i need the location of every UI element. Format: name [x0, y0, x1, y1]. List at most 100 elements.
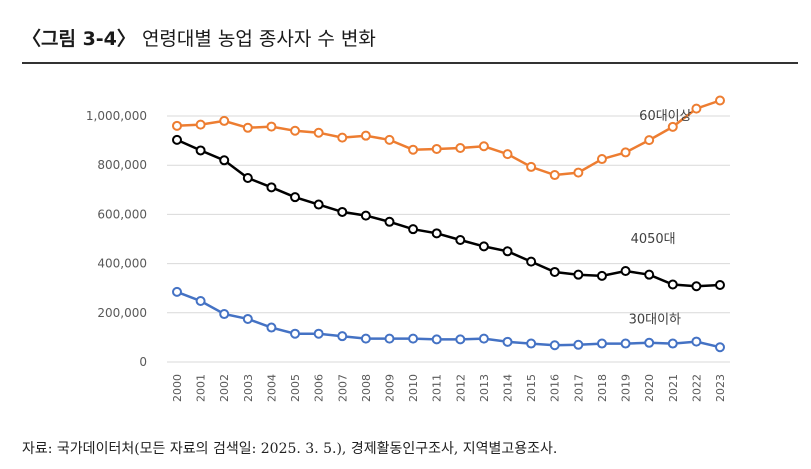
x-tick-label: 2019 — [620, 374, 633, 402]
figure-title-text: 연령대별 농업 종사자 수 변화 — [141, 28, 376, 50]
x-tick-label: 2023 — [714, 374, 727, 402]
data-point — [313, 127, 324, 138]
data-point — [691, 336, 702, 347]
data-point — [478, 141, 489, 152]
data-point — [384, 216, 395, 227]
series-lines — [172, 95, 725, 353]
data-point — [219, 115, 230, 126]
data-point — [596, 154, 607, 165]
data-point — [715, 280, 725, 291]
data-point — [172, 286, 182, 297]
y-tick-label: 600,000 — [97, 207, 147, 221]
data-point — [644, 269, 655, 280]
data-point — [360, 210, 371, 221]
data-point — [644, 337, 655, 348]
x-tick-label: 2021 — [667, 374, 680, 402]
series-label: 60대이상 — [639, 109, 691, 124]
data-point — [526, 256, 537, 267]
figure-number: 〈그림 3-4〉 — [22, 28, 136, 50]
data-point — [266, 182, 277, 193]
data-point — [219, 309, 230, 320]
data-point — [384, 333, 395, 344]
data-point — [596, 270, 607, 281]
data-point — [478, 333, 489, 344]
y-tick-label: 400,000 — [97, 257, 147, 271]
data-point — [408, 224, 419, 235]
x-tick-label: 2018 — [596, 374, 609, 402]
data-point — [715, 95, 725, 106]
x-tick-label: 2020 — [643, 374, 656, 402]
data-point — [384, 134, 395, 145]
data-point — [573, 167, 584, 178]
data-point — [360, 130, 371, 141]
data-point — [455, 142, 466, 153]
data-point — [502, 336, 513, 347]
data-point — [337, 132, 348, 143]
title-divider — [22, 62, 798, 64]
data-point — [596, 338, 607, 349]
data-point — [644, 135, 655, 146]
data-point — [573, 339, 584, 350]
x-tick-label: 2010 — [407, 374, 420, 402]
data-point — [266, 121, 277, 132]
x-tick-label: 2015 — [525, 374, 538, 402]
x-tick-label: 2009 — [383, 374, 396, 402]
data-point — [219, 155, 230, 166]
data-point — [290, 328, 301, 339]
data-point — [549, 170, 560, 181]
figure-title: 〈그림 3-4〉 연령대별 농업 종사자 수 변화 — [22, 24, 376, 51]
data-point — [431, 334, 442, 345]
x-tick-label: 2007 — [336, 374, 349, 402]
data-point — [408, 333, 419, 344]
data-point — [502, 149, 513, 160]
data-point — [266, 322, 277, 333]
data-point — [431, 143, 442, 154]
data-point — [455, 334, 466, 345]
data-point — [667, 279, 678, 290]
x-tick-label: 2016 — [549, 374, 562, 402]
x-tick-label: 2002 — [218, 374, 231, 402]
data-point — [195, 145, 206, 156]
x-tick-label: 2005 — [289, 374, 302, 402]
data-point — [337, 206, 348, 217]
data-point — [431, 228, 442, 239]
x-tick-label: 2003 — [242, 374, 255, 402]
series-label: 4050대 — [631, 232, 676, 247]
data-point — [526, 161, 537, 172]
data-point — [172, 120, 182, 131]
data-point — [455, 234, 466, 245]
series-line — [176, 138, 721, 288]
data-point — [549, 266, 560, 277]
data-point — [172, 134, 182, 145]
data-point — [290, 192, 301, 203]
series-labels: 60대이상 4050대 30대이하 — [629, 109, 692, 327]
series-label: 30대이하 — [629, 313, 681, 328]
x-tick-label: 2011 — [431, 374, 444, 402]
line-chart: 0 200,000 400,000 600,000 800,000 1,000,000 2… — [86, 95, 730, 402]
chart-area: 0 200,000 400,000 600,000 800,000 1,000,000 2… — [22, 72, 798, 428]
x-tick-label: 2008 — [360, 374, 373, 402]
data-point — [526, 338, 537, 349]
y-tick-label: 200,000 — [97, 306, 147, 320]
x-tick-label: 2000 — [171, 374, 184, 402]
data-point — [290, 125, 301, 136]
data-point — [620, 147, 631, 158]
data-point — [691, 103, 702, 114]
data-point — [313, 199, 324, 210]
data-point — [620, 265, 631, 276]
data-point — [667, 338, 678, 349]
data-point — [195, 119, 206, 130]
source-note: 자료: 국가데이터처(모든 자료의 검색일: 2025. 3. 5.), 경제활… — [22, 441, 558, 457]
y-tick-label: 800,000 — [97, 158, 147, 172]
data-point — [313, 328, 324, 339]
data-point — [242, 313, 253, 324]
data-point — [195, 295, 206, 306]
x-tick-label: 2006 — [313, 374, 326, 402]
y-tick-label: 0 — [139, 355, 147, 369]
x-tick-label: 2014 — [502, 374, 515, 402]
y-tick-label: 1,000,000 — [86, 109, 147, 123]
data-point — [408, 144, 419, 155]
data-point — [242, 122, 253, 133]
data-point — [242, 172, 253, 183]
x-tick-label: 2017 — [572, 374, 585, 402]
